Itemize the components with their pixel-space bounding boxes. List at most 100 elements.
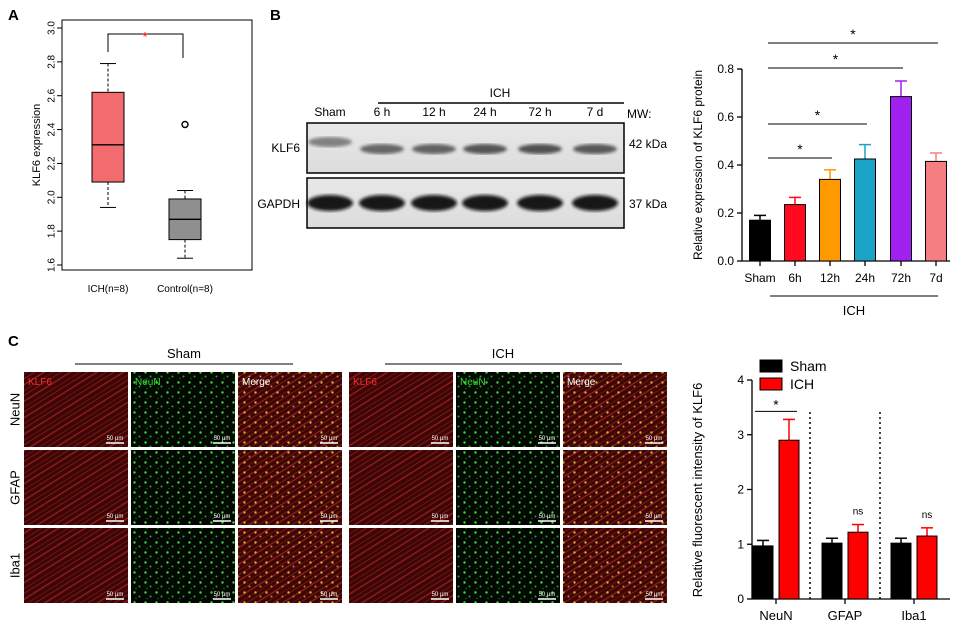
band-klf6: [518, 144, 562, 154]
lane-label: 7 d: [587, 105, 604, 119]
y-tick-label: 0.6: [717, 110, 734, 124]
scale-bar-label: 50 μm: [432, 436, 449, 442]
micrograph-neun: [131, 372, 235, 447]
micrograph-klf6: [349, 450, 453, 525]
channel-label: KLF6: [28, 377, 52, 388]
y-axis-ticks: 1.6 1.8 2.0 2.2 2.4 2.6 2.8 3.0: [47, 21, 62, 272]
bands: [307, 137, 618, 211]
band-gapdh: [462, 195, 508, 211]
significance-star: *: [815, 107, 821, 123]
channel-label: KLF6: [353, 377, 377, 388]
band-klf6: [573, 144, 617, 154]
bar: [784, 204, 806, 262]
bracket-line: [107, 33, 184, 58]
legend-label: Sham: [790, 358, 827, 374]
micrograph-neun: [456, 450, 560, 525]
lane-label: Sham: [314, 105, 345, 119]
micrograph-klf6: [24, 372, 128, 447]
y-tick-label: 0.4: [717, 158, 734, 172]
y-axis-label: Relative expression of KLF6 protein: [691, 70, 705, 260]
bars: NeuN * GFAP ns Iba1 ns: [752, 396, 938, 623]
row-label-klf6: KLF6: [271, 141, 300, 155]
group-label: ICH: [490, 86, 511, 100]
scale-bar-label: 50 μm: [214, 514, 231, 520]
scale-bar-label: 50 μm: [646, 592, 663, 598]
x-tick-label: 72h: [891, 271, 911, 285]
significance-star: *: [797, 141, 803, 157]
micrograph-neun: [131, 450, 235, 525]
scale-bar-label: 50 μm: [107, 592, 124, 598]
micrograph-klf6: [24, 528, 128, 603]
scale-bar-label: 50 μm: [321, 514, 338, 520]
significance-star: *: [773, 396, 779, 412]
bar: [821, 542, 843, 600]
legend-swatch: [759, 359, 783, 373]
channel-label: NeuN: [135, 377, 161, 388]
lane-labels: Sham 6 h 12 h 24 h 72 h 7 d: [314, 105, 603, 119]
panel-label-a: A: [8, 7, 19, 24]
scale-bar-label: 50 μm: [432, 592, 449, 598]
y-tick-label: 0.0: [717, 254, 734, 268]
x-tick-label: 7d: [929, 271, 942, 285]
y-tick-label: 2.4: [47, 122, 58, 136]
micrograph-grid: Sham ICH NeuN KLF6 50 μm NeuN 50 μm Merge 50 μ…: [7, 346, 667, 603]
boxes: ICH(n=8) Control(n=8): [88, 63, 213, 295]
sham-group-label: Sham: [167, 346, 201, 361]
lane-label: 12 h: [422, 105, 445, 119]
scale-bar-label: 50 μm: [214, 436, 231, 442]
scale-bar-label: 50 μm: [539, 592, 556, 598]
lane-label: 6 h: [374, 105, 391, 119]
y-tick-label: 4: [737, 373, 744, 387]
outlier-point: [181, 120, 189, 129]
row-label-gapdh: GAPDH: [257, 197, 300, 211]
significance-label: ns: [853, 507, 864, 518]
bar: [890, 542, 912, 600]
significance-label: ns: [922, 510, 933, 521]
mw-label: MW:: [627, 107, 651, 121]
bar: [916, 535, 938, 600]
x-tick-label: Control(n=8): [157, 284, 213, 295]
lane-label: 72 h: [528, 105, 551, 119]
micrograph-merge-overlay: [238, 372, 342, 447]
y-tick-label: 0: [737, 592, 744, 606]
bar: [749, 219, 771, 262]
legend: Sham ICH: [759, 358, 827, 392]
scale-bar-label: 50 μm: [539, 514, 556, 520]
scale-bar-label: 50 μm: [539, 436, 556, 442]
mw-gapdh: 37 kDa: [629, 197, 667, 211]
y-axis-label: Relative fluorescent intensity of KLF6: [690, 383, 705, 598]
band-gapdh: [572, 195, 618, 211]
micrograph-neun: [131, 528, 235, 603]
scale-bar-label: 50 μm: [646, 436, 663, 442]
x-tick-label: 24h: [855, 271, 875, 285]
bar: [819, 178, 841, 262]
ich-group-label: ICH: [843, 303, 865, 318]
bars: Sham 6h 12h 24h 72h 7d: [744, 80, 947, 285]
bar: [847, 531, 869, 600]
micrograph-merge-overlay: [563, 372, 667, 447]
band-klf6: [412, 144, 456, 154]
band-klf6: [308, 137, 352, 147]
micrograph-tiles: NeuN KLF6 50 μm NeuN 50 μm Merge 50 μm KLF6 50 μ…: [7, 372, 667, 603]
y-tick-label: 2.0: [47, 190, 58, 204]
micrograph-merge-overlay: [238, 450, 342, 525]
y-tick-label: 1: [737, 537, 744, 551]
ich-group-label: ICH: [492, 346, 514, 361]
x-tick-label: Iba1: [901, 608, 926, 623]
micrograph-neun: [456, 372, 560, 447]
plot-frame: [61, 19, 253, 271]
box-plot-panel-a: 1.6 1.8 2.0 2.2 2.4 2.6 2.8 3.0 KLF6 expression…: [31, 19, 253, 295]
x-tick-label: 12h: [820, 271, 840, 285]
y-tick-label: 2.2: [47, 156, 58, 170]
y-tick-label: 0.2: [717, 206, 734, 220]
channel-label: NeuN: [460, 377, 486, 388]
scale-bar-label: 50 μm: [432, 514, 449, 520]
y-tick-label: 2.8: [47, 54, 58, 68]
panel-label-b: B: [270, 7, 281, 24]
x-tick-label: 6h: [788, 271, 801, 285]
band-klf6: [463, 144, 507, 154]
legend-label: ICH: [790, 376, 814, 392]
y-tick-label: 2.6: [47, 88, 58, 102]
scale-bar-label: 50 μm: [107, 514, 124, 520]
band-gapdh: [307, 195, 353, 211]
